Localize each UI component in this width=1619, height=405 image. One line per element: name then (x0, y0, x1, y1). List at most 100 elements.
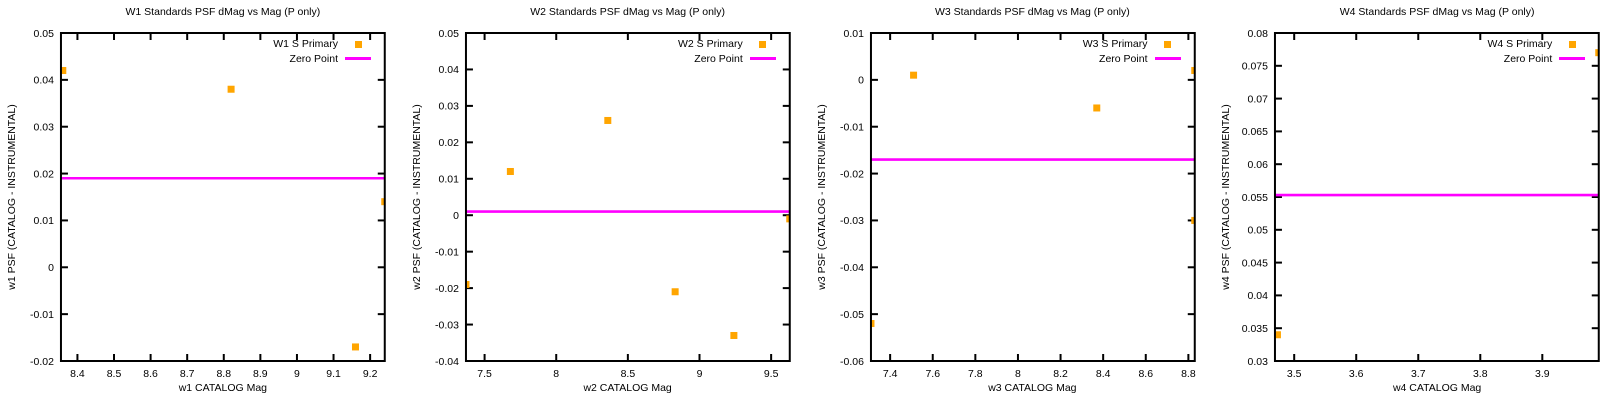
data-point (465, 280, 470, 288)
plot-border (59, 32, 386, 362)
y-tick-label: 0.04 (438, 65, 459, 76)
data-point (60, 66, 67, 74)
chart-title: W4 Standards PSF dMag vs Mag (P only) (1339, 6, 1535, 18)
data-point (909, 71, 917, 79)
x-tick-label: 8.7 (180, 369, 195, 380)
square-marker-icon (1568, 40, 1576, 48)
x-tick-label: 8.4 (1095, 369, 1110, 380)
plot-area: 3.5 3.6 3.7 3.8 3.9 0.03 0.035 0.04 0.045 0.05 0.0… (1242, 29, 1601, 380)
legend: W2 S Primary Zero Point (466, 37, 778, 66)
x-tick-label: 9 (696, 369, 702, 380)
series-marker-icon (343, 40, 373, 48)
data-point (506, 167, 514, 175)
data-points-group (1275, 49, 1600, 339)
plot-border (1274, 32, 1601, 362)
line-sample-icon (1559, 57, 1586, 61)
square-marker-icon (1164, 40, 1171, 48)
y-tick-label: 0.05 (438, 29, 459, 40)
x-tick-label: 8.8 (216, 369, 231, 380)
data-points-group (60, 66, 385, 351)
legend-zero-point-label: Zero Point (289, 52, 338, 65)
y-tick-label: -0.03 (840, 216, 864, 227)
legend-item-zero-point: Zero Point (61, 52, 373, 67)
data-point (381, 198, 385, 206)
y-tick-label: -0.04 (435, 357, 459, 368)
line-sample-icon (749, 57, 776, 61)
data-point (1275, 331, 1282, 339)
zero-point-line-icon (1153, 57, 1183, 61)
legend-series-label: W1 S Primary (273, 38, 338, 51)
x-tick-label: 8.8 (1181, 369, 1196, 380)
chart-panel-w2: W2 Standards PSF dMag vs Mag (P only) w2… (405, 0, 810, 405)
y-tick-label: 0.04 (34, 76, 55, 87)
plot-area: 7.5 8 8.5 9 9.5 -0.04 -0.03 -0.02 -0.01 0 0.01 0.02… (435, 29, 791, 380)
x-tick-label: 8 (553, 369, 559, 380)
x-axis-label: w2 CATALOG Mag (583, 382, 672, 394)
y-tick-label: -0.06 (840, 357, 864, 368)
x-tick-label: 8 (1015, 369, 1021, 380)
legend-zero-point-label: Zero Point (694, 52, 743, 65)
zero-point-line-icon (748, 57, 778, 61)
x-tick-label: 8.6 (143, 369, 158, 380)
legend-item-zero-point: Zero Point (466, 52, 778, 67)
data-point (1092, 104, 1100, 112)
plot-border (869, 32, 1196, 362)
data-point (1190, 66, 1195, 74)
y-tick-label: 0.055 (1242, 193, 1268, 204)
y-tick-label: -0.03 (435, 320, 459, 331)
legend: W3 S Primary Zero Point (871, 37, 1183, 66)
x-tick-label: 3.9 (1535, 369, 1550, 380)
x-tick-label: 8.5 (107, 369, 122, 380)
data-points-group (870, 66, 1195, 328)
x-tick-label: 3.8 (1473, 369, 1488, 380)
y-tick-label: 0.08 (1248, 29, 1269, 40)
y-tick-label: 0.05 (34, 29, 55, 40)
x-tick-label: 8.9 (253, 369, 268, 380)
data-point (351, 343, 359, 351)
y-tick-label: 0.04 (1248, 291, 1269, 302)
x-tick-label: 7.6 (925, 369, 940, 380)
zero-point-line-icon (1557, 57, 1587, 61)
y-tick-label: -0.01 (840, 123, 864, 134)
x-tick-label: 7.8 (968, 369, 983, 380)
x-axis-label: w1 CATALOG Mag (178, 382, 268, 394)
y-tick-label: -0.05 (840, 310, 864, 321)
legend-item-series: W1 S Primary (61, 37, 373, 52)
x-tick-label: 3.7 (1411, 369, 1426, 380)
data-point (604, 116, 612, 124)
square-marker-icon (759, 40, 767, 48)
data-point (1595, 49, 1600, 57)
y-tick-label: 0.01 (34, 216, 55, 227)
square-marker-icon (354, 40, 362, 48)
y-tick-label: 0.075 (1242, 62, 1268, 73)
legend-item-series: W3 S Primary (871, 37, 1183, 52)
y-tick-label: 0.02 (438, 138, 459, 149)
data-point (1190, 216, 1195, 224)
y-tick-label: 0.05 (1248, 226, 1269, 237)
chart-panel-w3: W3 Standards PSF dMag vs Mag (P only) w3… (810, 0, 1215, 405)
chart-title: W2 Standards PSF dMag vs Mag (P only) (530, 6, 725, 18)
y-tick-label: 0.01 (438, 175, 459, 186)
chart-title: W1 Standards PSF dMag vs Mag (P only) (125, 6, 321, 18)
y-tick-label: 0.03 (438, 102, 459, 113)
legend-zero-point-label: Zero Point (1503, 52, 1553, 65)
x-tick-label: 8.4 (70, 369, 85, 380)
series-marker-icon (1153, 40, 1183, 48)
y-tick-label: 0.01 (843, 29, 864, 40)
y-tick-label: 0.03 (1248, 357, 1269, 368)
zero-point-line-icon (343, 57, 373, 61)
legend-zero-point-label: Zero Point (1099, 52, 1148, 65)
series-marker-icon (1557, 40, 1587, 48)
legend-series-label: W4 S Primary (1487, 38, 1553, 51)
y-tick-label: 0 (858, 76, 864, 87)
chart-title: W3 Standards PSF dMag vs Mag (P only) (935, 6, 1130, 18)
y-tick-label: 0 (48, 263, 54, 274)
x-tick-label: 3.5 (1287, 369, 1302, 380)
y-tick-label: 0.03 (34, 123, 55, 134)
y-tick-label: -0.01 (30, 310, 54, 321)
x-tick-label: 3.6 (1349, 369, 1364, 380)
x-tick-label: 7.4 (882, 369, 897, 380)
legend: W4 S Primary Zero Point (1275, 37, 1587, 66)
y-tick-label: 0.02 (34, 169, 55, 180)
